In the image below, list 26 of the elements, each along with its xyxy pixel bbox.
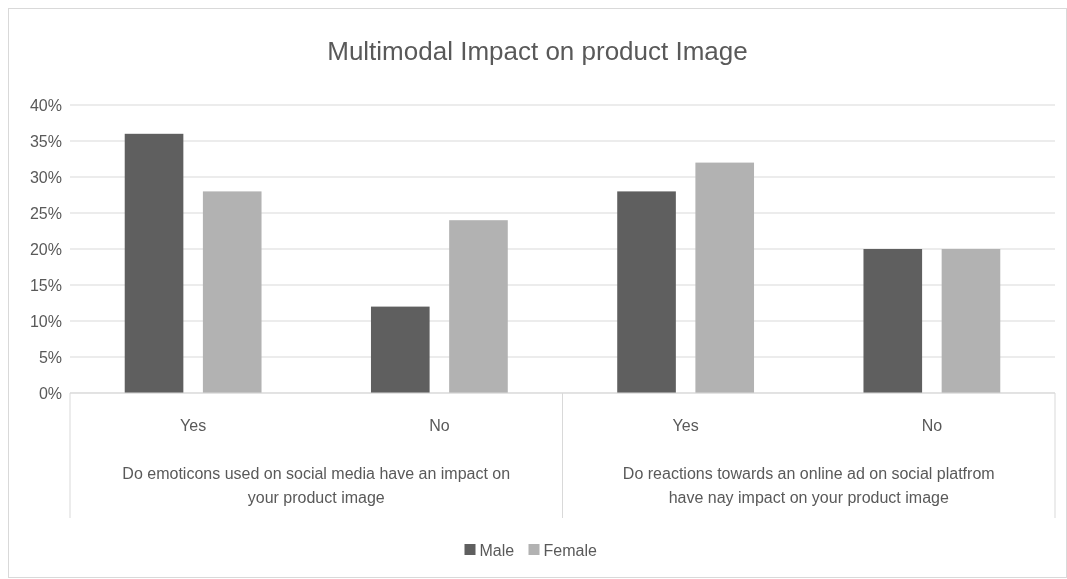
y-tick-label: 15% <box>29 276 62 294</box>
text: Do reactions towards an online ad on social platfrom have nay impact on your product image <box>622 465 995 506</box>
legend-label: Female <box>543 541 597 559</box>
chart-title: Multimodal Impact on product Image <box>327 36 748 66</box>
legend-label: Male <box>479 541 515 559</box>
y-tick-label: 10% <box>29 312 62 330</box>
x-tick-label: Yes <box>180 417 207 434</box>
bar <box>370 306 430 393</box>
bar <box>941 249 1001 393</box>
bar <box>124 133 184 393</box>
bar <box>695 162 755 393</box>
y-tick-label: 30% <box>29 168 62 186</box>
y-tick-label: 20% <box>29 240 62 258</box>
bar <box>449 220 508 393</box>
bar <box>617 191 676 393</box>
y-tick-label: 40% <box>29 96 62 114</box>
y-tick-label: 25% <box>29 204 62 222</box>
x-tick-label: Yes <box>672 417 699 434</box>
y-tick-label: 5% <box>38 348 62 366</box>
y-tick-label: 35% <box>29 132 62 150</box>
y-tick-label: 0% <box>38 384 62 402</box>
x-tick-label: No <box>429 417 450 434</box>
x-tick-label: No <box>921 417 943 434</box>
bar <box>863 249 923 393</box>
bar <box>202 191 262 393</box>
text: Do emoticons used on social media have an impact on your product image <box>122 465 511 506</box>
